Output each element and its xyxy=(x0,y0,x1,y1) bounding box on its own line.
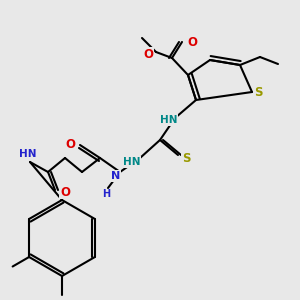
Text: S: S xyxy=(182,152,190,166)
Text: S: S xyxy=(254,85,262,98)
Text: HN: HN xyxy=(160,115,178,125)
Text: HN: HN xyxy=(19,149,37,159)
Text: H: H xyxy=(102,189,110,199)
Text: HN: HN xyxy=(123,157,141,167)
Text: N: N xyxy=(111,171,121,181)
Text: O: O xyxy=(187,35,197,49)
Text: O: O xyxy=(60,185,70,199)
Text: O: O xyxy=(65,137,75,151)
Text: O: O xyxy=(143,47,153,61)
